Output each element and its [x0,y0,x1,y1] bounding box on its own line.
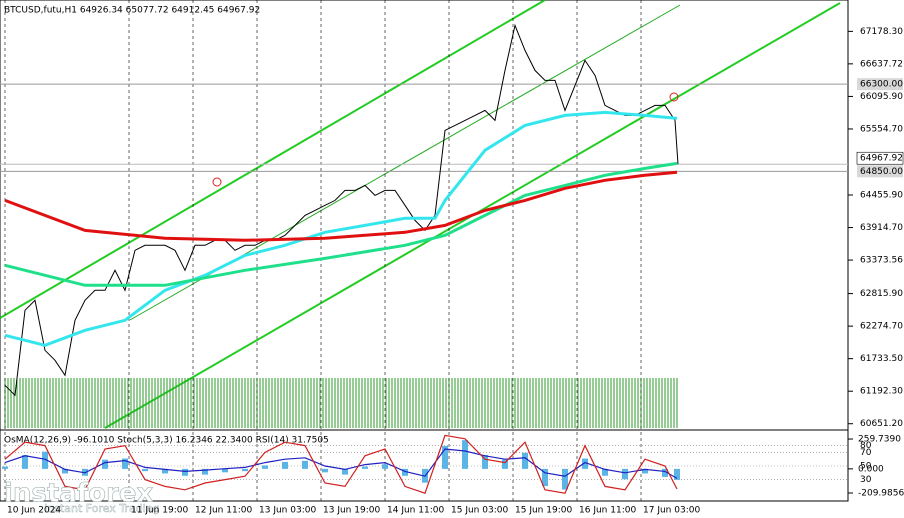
bar [162,468,168,474]
indicator-title: OsMA(12,26,9) -96.1010 Stoch(5,3,3) 16.2… [4,436,329,446]
plot-frame [0,0,849,502]
y2-tick-label: 70 [860,448,872,458]
bar [642,468,648,474]
bar [402,468,408,476]
bar [582,458,588,469]
y2-tick-label: 50 [860,462,872,472]
level-label: 66300.00 [860,80,903,90]
marker [212,177,222,187]
bar [222,468,228,473]
channel-line [0,0,546,319]
series-line [4,161,678,287]
bar [522,452,528,469]
logo-tagline: Instant Forex Trading [44,502,160,515]
x-tick-label: 15 Jun 03:00 [451,506,508,516]
y-tick-label: 60651.20 [860,419,903,429]
series-line [4,23,679,397]
y-tick-label: 66637.72 [860,59,903,69]
bar [502,459,508,469]
bar [562,468,568,490]
bar [302,460,308,469]
level-box [857,165,903,178]
bar [142,468,148,472]
last-price-box [856,151,904,165]
bar [102,459,108,469]
bar [342,468,348,475]
bar [662,468,668,477]
last-price-label: 64967.92 [860,154,903,164]
bar [42,451,48,469]
y2-tick-label: 30 [860,475,872,485]
bar [622,468,628,480]
x-tick-label: 13 Jun 19:00 [323,506,380,516]
indicator-line [4,448,678,479]
bar [482,455,488,469]
y-tick-label: 62274.70 [860,322,903,332]
x-tick-label: 15 Jun 19:00 [515,506,572,516]
bar [62,468,68,474]
level-label: 64850.00 [860,167,903,177]
y-tick-label: 61733.50 [860,354,903,364]
x-tick-label: 12 Jun 11:00 [195,506,252,516]
bar [322,468,328,473]
bar [362,466,368,469]
logo: instaforex [4,479,154,509]
y-tick-label: 66095.90 [860,92,903,102]
level-box [857,78,903,91]
y-tick-label: 62815.90 [860,289,903,299]
bar [442,445,448,469]
y2-tick-label: 80 [860,441,872,451]
y-tick-label: 67178.30 [860,27,903,37]
marker [669,92,679,102]
bar [122,458,128,469]
y-tick-label: 63914.70 [860,223,903,233]
bar [202,468,208,475]
y-tick-label: -209.9856 [858,488,904,498]
x-tick-label: 16 Jun 11:00 [579,506,636,516]
bar [242,468,248,472]
x-tick-label: 10 Jun 2024 [7,506,61,516]
bar [462,440,468,469]
y-tick-label: 259.7390 [858,435,901,445]
bar [2,466,8,469]
indicator-line [4,434,678,494]
bar [602,468,608,476]
bar [282,461,288,469]
series-line [4,110,678,347]
bar [674,468,680,480]
x-tick-label: 14 Jun 11:00 [387,506,444,516]
y-tick-label: 61192.30 [860,387,903,397]
y-tick-label: 0.000 [858,464,884,474]
y-tick-label: 65554.70 [860,124,903,134]
x-tick-label: 13 Jun 03:00 [259,506,316,516]
bar [182,468,188,476]
bar [542,468,548,487]
bar [262,465,268,469]
bar [22,455,28,469]
bar [382,464,388,469]
x-tick-label: 11 Jun 19:00 [131,506,188,516]
chart-title: BTCUSD,futu,H1 64926.34 65077.72 64912.4… [4,6,260,16]
series-line [4,170,678,242]
y-tick-label: 64455.90 [860,191,903,201]
x-tick-label: 17 Jun 03:00 [643,506,700,516]
y-tick-label: 63373.56 [860,256,903,266]
